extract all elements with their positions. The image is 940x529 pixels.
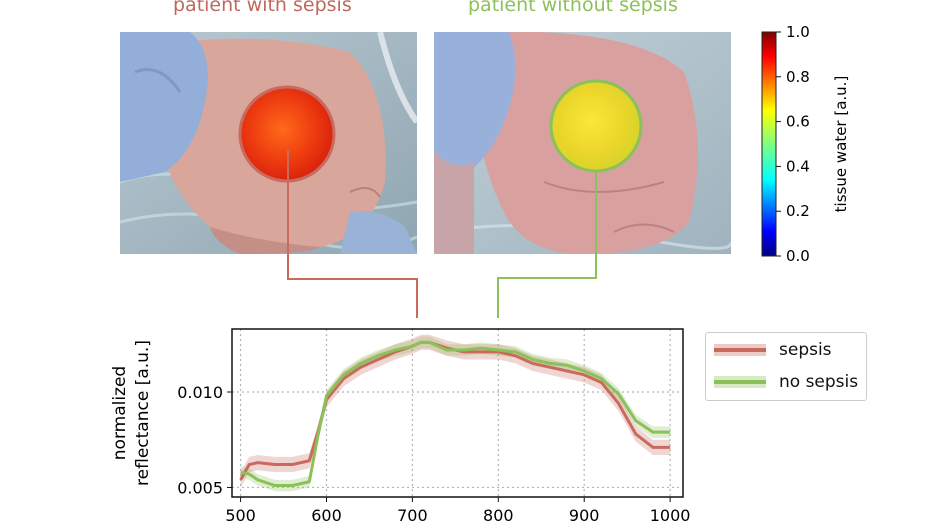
- legend-label-sepsis: sepsis: [779, 340, 832, 360]
- x-tick-label: 900: [569, 506, 600, 525]
- y-axis-label-line2: reflectance [a.u.]: [133, 340, 153, 486]
- legend-label-no-sepsis: no sepsis: [779, 372, 859, 392]
- x-tick-label: 1000: [650, 506, 691, 525]
- x-tick-label: 800: [483, 506, 514, 525]
- line-no-sepsis: [240, 340, 671, 488]
- y-tick-label: 0.005: [177, 478, 223, 497]
- colorbar-tick-label: 0.0: [786, 247, 810, 264]
- legend-item-no-sepsis: no sepsis: [714, 370, 858, 394]
- colorbar-tick-label: 0.2: [786, 202, 810, 220]
- title-sepsis: patient with sepsis: [173, 0, 352, 16]
- colorbar-ticks: 1.0 0.8 0.6 0.4 0.2 0.0: [776, 24, 810, 264]
- colorbar-tick-label: 0.8: [786, 68, 810, 86]
- colorbar: 1.0 0.8 0.6 0.4 0.2 0.0 tissue water [a.u.]: [761, 24, 850, 264]
- colorbar-tick-label: 0.4: [786, 157, 810, 175]
- legend-swatch-no-sepsis: [714, 376, 766, 388]
- chart-lines: [239, 340, 671, 488]
- legend-swatch-sepsis: [714, 344, 766, 356]
- x-tick-label: 500: [225, 506, 256, 525]
- y-axis-label-line1: normalized: [110, 366, 130, 460]
- band-sepsis: [240, 334, 671, 488]
- chart-legend: sepsis no sepsis: [705, 332, 867, 401]
- x-tick-label: 600: [311, 506, 342, 525]
- colorbar-label: tissue water [a.u.]: [832, 76, 850, 213]
- legend-item-sepsis: sepsis: [714, 338, 832, 362]
- x-tick-label: 700: [397, 506, 428, 525]
- x-axis-ticks: 500 600 700 800 900 1000: [225, 497, 690, 525]
- photo-hand-sepsis: [120, 32, 417, 254]
- colorbar-gradient: [761, 31, 777, 257]
- colorbar-tick-label: 1.0: [786, 24, 810, 41]
- y-tick-label: 0.010: [177, 383, 223, 402]
- title-no-sepsis: patient without sepsis: [468, 0, 678, 16]
- colorbar-tick-label: 0.6: [786, 113, 810, 131]
- y-axis-ticks: 0.005 0.010: [177, 383, 232, 497]
- chart-frame: [231, 328, 684, 498]
- chart-bands: [240, 334, 671, 492]
